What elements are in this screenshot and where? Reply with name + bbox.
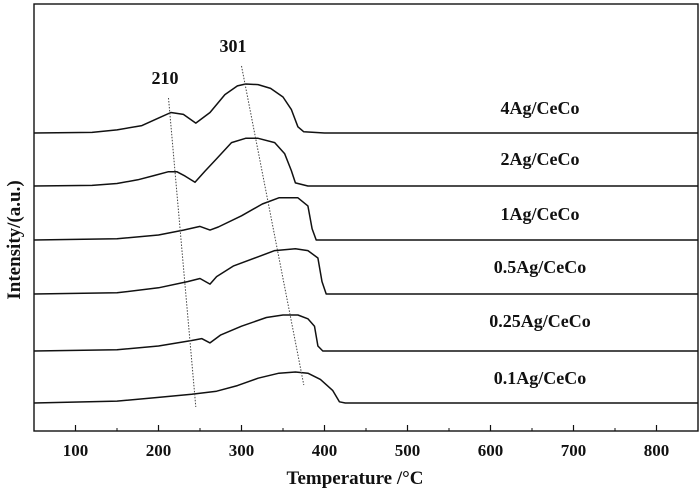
x-tick-label-300: 300 [229,441,255,460]
x-tick-label-500: 500 [395,441,421,460]
x-tick-label-200: 200 [146,441,172,460]
x-axis-ticks: 100 200 300 400 500 600 700 800 [33,425,699,460]
x-tick-label-600: 600 [478,441,504,460]
annotation-label-210: 210 [152,68,179,88]
series-line-5 [33,314,698,352]
y-axis-title: Intensity/(a.u.) [4,180,25,299]
x-tick-label-700: 700 [561,441,587,460]
x-tick-label-800: 800 [644,441,670,460]
series-line-3 [33,197,698,241]
series-line-2 [33,137,698,187]
x-tick-label-100: 100 [63,441,89,460]
series-line-1 [33,83,698,134]
x-tick-label-400: 400 [312,441,338,460]
series-label-3: 1Ag/CeCo [501,204,580,224]
annotation-label-301: 301 [220,36,247,56]
x-axis-title: Temperature /°C [287,468,424,489]
curves-group [33,83,698,404]
series-line-6 [33,371,698,404]
series-label-1: 4Ag/CeCo [501,98,580,118]
series-label-5: 0.25Ag/CeCo [489,311,591,331]
plot-frame [33,3,699,432]
series-labels: 4Ag/CeCo 2Ag/CeCo 1Ag/CeCo 0.5Ag/CeCo 0.25Ag… [489,98,591,388]
series-line-4 [33,247,698,295]
series-label-6: 0.1Ag/CeCo [494,368,587,388]
series-label-2: 2Ag/CeCo [501,149,580,169]
annotations-group: 210 301 [152,36,305,408]
series-label-4: 0.5Ag/CeCo [494,257,587,277]
annotation-line-210 [168,97,197,408]
annotation-line-301 [241,65,305,386]
